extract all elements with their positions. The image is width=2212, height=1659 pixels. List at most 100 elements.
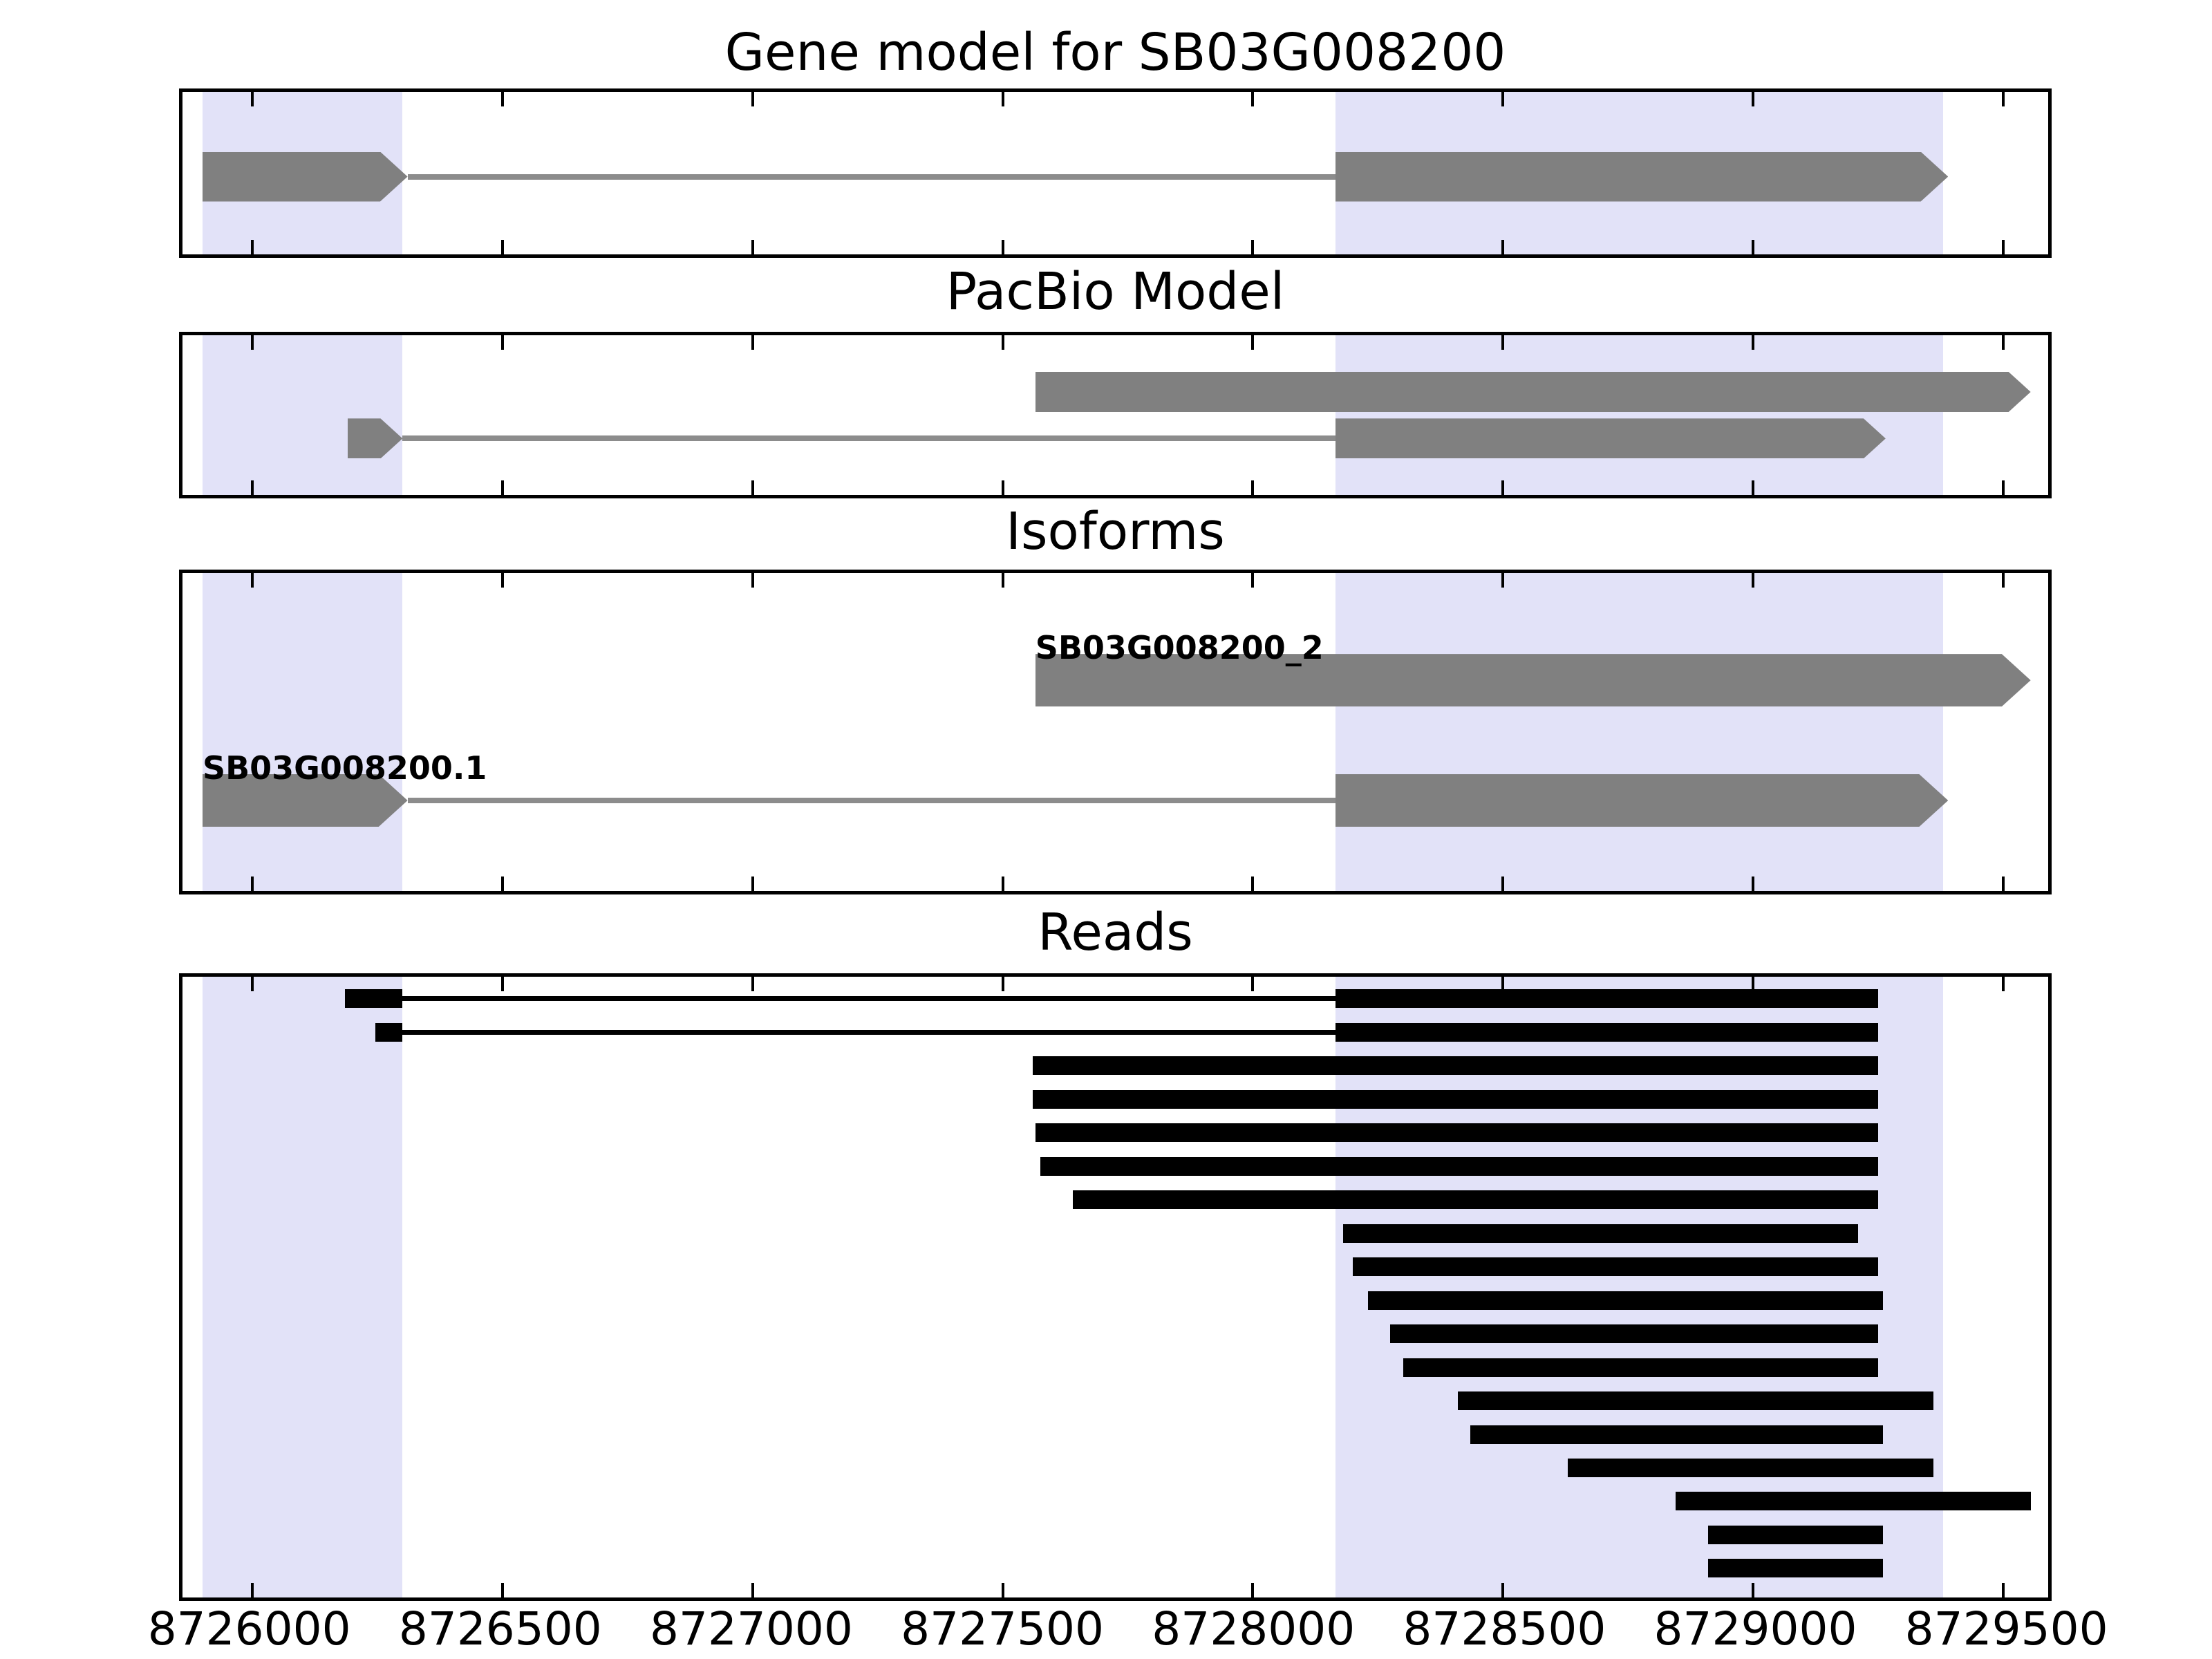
read-bar — [1335, 989, 1878, 1009]
x-tick-bottom — [1752, 240, 1755, 254]
exon-arrow — [1335, 774, 1948, 827]
exon-arrow — [203, 774, 408, 827]
x-tick-top — [1251, 92, 1255, 106]
x-tick-top — [1501, 335, 1505, 350]
x-tick-bottom — [501, 240, 505, 254]
x-tick-bottom — [1251, 877, 1255, 891]
read-bar — [375, 1022, 403, 1042]
read-bar — [1675, 1492, 2031, 1511]
read-bar — [1342, 1224, 1859, 1243]
exon-highlight-band-1 — [202, 573, 403, 891]
panel-gene-model-plot-area — [182, 92, 2048, 254]
x-tick-top — [1251, 335, 1255, 350]
x-tick-bottom — [1251, 240, 1255, 254]
x-tick-bottom — [1251, 1583, 1255, 1597]
x-tick-top — [751, 335, 754, 350]
x-axis-tick-label: 8727500 — [901, 1602, 1105, 1656]
panel-gene-model — [179, 88, 2052, 258]
x-tick-top — [751, 92, 754, 106]
x-tick-top — [501, 977, 505, 991]
x-axis-tick-label: 8726500 — [398, 1602, 602, 1656]
x-tick-top — [251, 92, 254, 106]
x-tick-top — [1251, 573, 1255, 588]
x-tick-bottom — [251, 1583, 254, 1597]
intron-line — [407, 798, 1335, 803]
x-axis-tick-label: 8728000 — [1152, 1602, 1356, 1656]
x-tick-bottom — [751, 877, 754, 891]
x-axis-tick-label: 8729500 — [1904, 1602, 2108, 1656]
panel-pacbio-model — [179, 332, 2052, 498]
intron-line — [407, 174, 1335, 180]
x-axis-tick-label: 8726000 — [147, 1602, 351, 1656]
panel-title-isoforms: Isoforms — [1006, 502, 1225, 561]
read-bar — [1072, 1190, 1878, 1210]
exon-arrow — [203, 152, 408, 202]
x-tick-top — [251, 977, 254, 991]
x-tick-top — [751, 977, 754, 991]
read-bar — [1035, 1123, 1878, 1143]
x-axis-tick-label: 8727000 — [649, 1602, 853, 1656]
x-tick-top — [251, 335, 254, 350]
x-tick-bottom — [1501, 877, 1505, 891]
x-tick-top — [1752, 977, 1755, 991]
panel-title-reads: Reads — [1038, 903, 1193, 962]
read-bar — [1033, 1056, 1878, 1076]
x-tick-top — [2001, 977, 2005, 991]
read-bar — [1390, 1324, 1878, 1344]
x-tick-bottom — [1501, 240, 1505, 254]
x-tick-bottom — [1752, 1583, 1755, 1597]
exon-highlight-band-2 — [1335, 573, 1944, 891]
x-axis-tick-label: 8728500 — [1403, 1602, 1606, 1656]
read-bar — [1403, 1358, 1878, 1377]
x-tick-bottom — [501, 1583, 505, 1597]
x-tick-bottom — [1752, 877, 1755, 891]
read-bar — [1458, 1391, 1933, 1411]
x-tick-top — [1752, 335, 1755, 350]
x-tick-bottom — [1001, 1583, 1004, 1597]
x-tick-top — [501, 335, 505, 350]
x-tick-top — [751, 573, 754, 588]
transcript-label: SB03G008200.1 — [202, 749, 487, 787]
x-tick-top — [1501, 92, 1505, 106]
exon-arrow — [1335, 418, 1886, 458]
exon-highlight-band-1 — [202, 335, 403, 495]
read-connector-line — [402, 1029, 1335, 1035]
panel-pacbio-model-plot-area — [182, 335, 2048, 495]
x-tick-bottom — [501, 480, 505, 495]
x-tick-bottom — [501, 877, 505, 891]
exon-highlight-band-2 — [1335, 335, 1944, 495]
x-tick-bottom — [2001, 877, 2005, 891]
x-tick-bottom — [251, 480, 254, 495]
x-tick-bottom — [251, 877, 254, 891]
panel-isoforms: SB03G008200_2 SB03G008200.1 — [179, 570, 2052, 894]
read-bar — [1707, 1559, 1884, 1578]
x-tick-top — [251, 573, 254, 588]
x-axis-tick-label: 8729000 — [1653, 1602, 1857, 1656]
x-tick-bottom — [1001, 877, 1004, 891]
x-tick-bottom — [251, 240, 254, 254]
x-tick-top — [1001, 573, 1004, 588]
exon-arrow — [1035, 372, 2031, 412]
exon-highlight-band-1 — [202, 977, 403, 1597]
x-tick-top — [1752, 92, 1755, 106]
panel-isoforms-plot-area: SB03G008200_2 SB03G008200.1 — [182, 573, 2048, 891]
read-connector-line — [402, 996, 1335, 1002]
panel-title-gene-model: Gene model for SB03G008200 — [724, 23, 1506, 82]
x-tick-top — [501, 573, 505, 588]
x-tick-bottom — [1752, 480, 1755, 495]
x-tick-top — [1001, 92, 1004, 106]
x-tick-top — [2001, 335, 2005, 350]
x-tick-bottom — [1001, 240, 1004, 254]
exon-arrow — [1335, 152, 1948, 202]
x-tick-bottom — [1001, 480, 1004, 495]
read-bar — [1707, 1525, 1884, 1544]
read-bar — [345, 989, 403, 1009]
x-tick-top — [1501, 977, 1505, 991]
panel-reads — [179, 973, 2052, 1601]
read-bar — [1040, 1156, 1878, 1176]
x-tick-top — [1001, 977, 1004, 991]
panel-title-pacbio-model: PacBio Model — [946, 262, 1285, 321]
read-bar — [1367, 1291, 1884, 1310]
read-bar — [1470, 1425, 1884, 1444]
